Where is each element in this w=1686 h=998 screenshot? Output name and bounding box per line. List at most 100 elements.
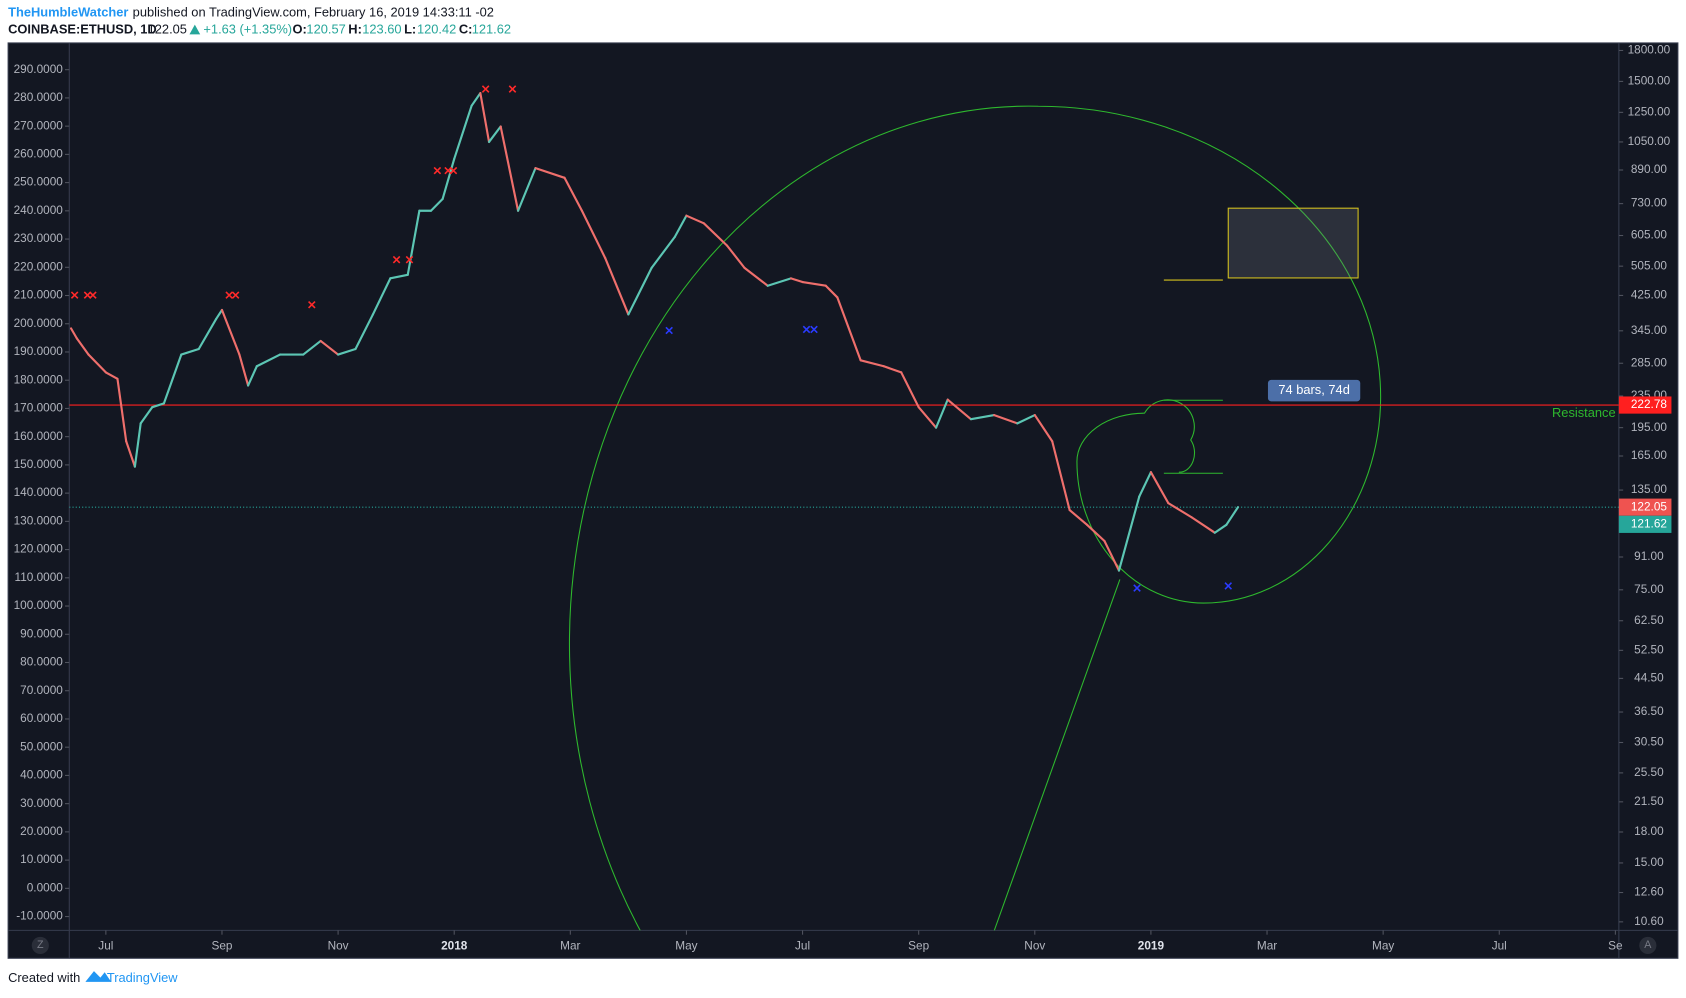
x-tick-label: Sep xyxy=(211,939,232,953)
zoom-button-label[interactable]: Z xyxy=(37,939,44,951)
x-tick-label: 2019 xyxy=(1138,939,1165,953)
published-info: published on TradingView.com, February 1… xyxy=(133,4,494,19)
up-arrow xyxy=(189,24,201,35)
price-segment xyxy=(1225,506,1240,526)
y-tick-label: 60.0000 xyxy=(20,711,63,725)
x-tick-label: May xyxy=(675,939,697,953)
price-badge xyxy=(1618,498,1672,516)
y2-tick-label: 505.00 xyxy=(1631,258,1668,272)
y-tick-label: 230.0000 xyxy=(14,231,64,245)
price-segment xyxy=(87,353,107,374)
price-segment xyxy=(743,266,769,287)
y-tick-label: 140.0000 xyxy=(14,485,64,499)
price-segment xyxy=(836,296,862,362)
close-value: 121.62 xyxy=(472,21,511,36)
y2-tick-label: 21.50 xyxy=(1634,794,1664,808)
price-segment xyxy=(917,406,938,429)
price-segment xyxy=(969,414,996,421)
price-segment xyxy=(1190,516,1216,534)
y2-tick-label: 425.00 xyxy=(1631,288,1668,302)
resistance-badge-label: 222.78 xyxy=(1631,397,1668,411)
y2-tick-label: 1050.00 xyxy=(1628,134,1671,148)
price-segment xyxy=(441,157,456,201)
y2-tick-label: 890.00 xyxy=(1631,162,1668,176)
price-segment xyxy=(993,414,1019,425)
price-segment xyxy=(824,284,839,299)
resistance-badge xyxy=(1618,396,1672,414)
price-segment xyxy=(1167,502,1193,519)
y-tick-label: 220.0000 xyxy=(14,259,64,273)
y2-tick-label: 730.00 xyxy=(1631,196,1668,210)
price-segment xyxy=(302,339,322,356)
price-segment xyxy=(534,167,566,179)
price-segment xyxy=(882,365,903,374)
price-segment xyxy=(563,176,584,212)
y2-tick-label: 52.50 xyxy=(1634,642,1664,656)
y-tick-label: 170.0000 xyxy=(14,401,64,415)
y-tick-label: 200.0000 xyxy=(14,316,64,330)
y-tick-label: 30.0000 xyxy=(20,796,63,810)
signal-marker xyxy=(1224,582,1233,590)
price-segment xyxy=(162,353,183,405)
auto-button-label[interactable]: A xyxy=(1644,939,1652,951)
measure-badge xyxy=(1267,379,1361,402)
x-tick-label: Mar xyxy=(560,939,580,953)
price-segment xyxy=(371,277,392,316)
y2-tick-label: 135.00 xyxy=(1631,482,1668,496)
y2-tick-label: 165.00 xyxy=(1631,448,1668,462)
y2-tick-label: 195.00 xyxy=(1631,420,1668,434)
y-tick-label: 90.0000 xyxy=(20,626,63,640)
y2-tick-label: 62.50 xyxy=(1634,613,1664,627)
fib-spiral[interactable] xyxy=(568,105,1382,931)
price-segment xyxy=(726,244,746,269)
signal-marker xyxy=(308,300,316,309)
price-segment xyxy=(900,371,920,409)
x-tick-label: Nov xyxy=(1024,939,1045,953)
price-segment xyxy=(247,365,258,387)
price-segment xyxy=(487,125,502,144)
signal-marker xyxy=(810,325,818,334)
auto-button[interactable] xyxy=(1639,936,1657,955)
author[interactable]: TheHumbleWatcher xyxy=(8,4,128,19)
tradingview-link[interactable]: TradingView xyxy=(107,970,178,985)
price-segment xyxy=(139,406,154,425)
y2-tick-label: 12.60 xyxy=(1634,885,1664,899)
spiral-axis[interactable] xyxy=(993,579,1121,931)
y-tick-label: 10.0000 xyxy=(20,852,63,866)
price-segment xyxy=(1033,414,1054,443)
last-price: 122.05 xyxy=(148,21,187,36)
y2-tick-label: 285.00 xyxy=(1631,355,1668,369)
target-box[interactable] xyxy=(1227,207,1359,279)
y2-tick-label: 1800.00 xyxy=(1628,43,1671,57)
price-segment xyxy=(453,104,473,161)
y2-tick-label: 91.00 xyxy=(1634,549,1664,563)
price-segment xyxy=(75,337,90,356)
signal-marker xyxy=(449,166,458,175)
price-segment xyxy=(319,339,340,356)
symbol: COINBASE:ETHUSD, 1D xyxy=(8,21,157,36)
y-tick-label: 180.0000 xyxy=(14,372,64,386)
price-segment xyxy=(1051,440,1071,512)
zoom-button[interactable] xyxy=(31,936,49,955)
price-segment xyxy=(1016,414,1036,425)
price-segment xyxy=(604,256,630,316)
measure-label: 74 bars, 74d xyxy=(1278,382,1350,397)
price-segment xyxy=(801,280,827,287)
x-tick-label: Jul xyxy=(1492,939,1507,953)
price-segment xyxy=(354,313,375,351)
x-tick-label: May xyxy=(1372,939,1394,953)
y-tick-label: 120.0000 xyxy=(14,542,64,556)
price-segment xyxy=(255,353,282,368)
price-segment xyxy=(650,235,676,269)
price-segment xyxy=(1138,471,1152,498)
y2-tick-label: 10.60 xyxy=(1634,914,1664,928)
y-tick-label: 160.0000 xyxy=(14,429,64,443)
y2-tick-label: 605.00 xyxy=(1631,228,1668,242)
price-segment xyxy=(151,402,165,409)
price-badge-label: 121.62 xyxy=(1631,516,1667,530)
x-tick-label: Nov xyxy=(328,939,349,953)
price-segment xyxy=(1068,508,1089,526)
